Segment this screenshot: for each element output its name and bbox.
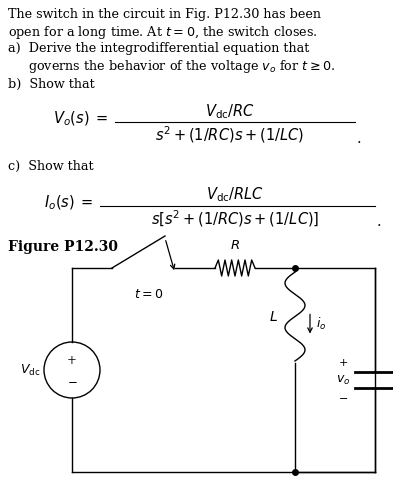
Text: a)  Derive the integrodifferential equation that: a) Derive the integrodifferential equati… — [8, 42, 309, 55]
Text: $t = 0$: $t = 0$ — [134, 288, 163, 301]
Text: The switch in the circuit in Fig. P12.30 has been: The switch in the circuit in Fig. P12.30… — [8, 8, 321, 21]
Text: $v_o$: $v_o$ — [336, 373, 350, 386]
Text: $R$: $R$ — [230, 239, 240, 252]
Text: $L$: $L$ — [268, 310, 277, 324]
Text: .: . — [377, 215, 382, 229]
Text: open for a long time. At $t = 0$, the switch closes.: open for a long time. At $t = 0$, the sw… — [8, 24, 318, 41]
Text: Figure P12.30: Figure P12.30 — [8, 240, 118, 254]
Text: $\mathit{V}_{\mathrm{dc}}/RC$: $\mathit{V}_{\mathrm{dc}}/RC$ — [205, 102, 255, 121]
Text: +: + — [67, 353, 77, 366]
Text: $I_o(s)\;=$: $I_o(s)\;=$ — [44, 194, 93, 212]
Text: $V_{\mathrm{dc}}/RLC$: $V_{\mathrm{dc}}/RLC$ — [206, 185, 264, 204]
Text: $-$: $-$ — [67, 374, 77, 386]
Text: b)  Show that: b) Show that — [8, 78, 95, 91]
Text: .: . — [357, 132, 362, 146]
Text: $i_o$: $i_o$ — [316, 316, 327, 332]
Text: +: + — [338, 358, 348, 368]
Text: $s[s^2 + (1/RC)s + (1/LC)]$: $s[s^2 + (1/RC)s + (1/LC)]$ — [151, 208, 319, 229]
Text: $V_{\mathrm{dc}}$: $V_{\mathrm{dc}}$ — [20, 363, 40, 378]
Text: $s^2 + (1/RC)s + (1/LC)$: $s^2 + (1/RC)s + (1/LC)$ — [155, 124, 305, 145]
Text: governs the behavior of the voltage $v_o$ for $t \geq 0$.: governs the behavior of the voltage $v_o… — [28, 58, 336, 75]
Text: c)  Show that: c) Show that — [8, 160, 94, 173]
Text: $-$: $-$ — [338, 392, 348, 402]
Text: $V_o(s)\;=$: $V_o(s)\;=$ — [53, 110, 108, 128]
